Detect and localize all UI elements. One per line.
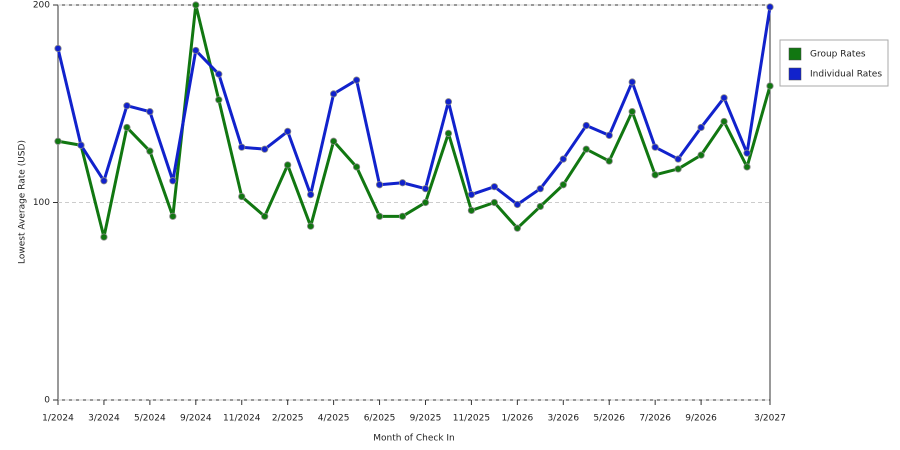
point (582, 121, 590, 130)
point (215, 70, 223, 78)
point (238, 192, 246, 201)
x-tick-label: 9/2025 (410, 414, 442, 424)
point (352, 163, 361, 171)
point (605, 131, 613, 139)
point (54, 44, 62, 53)
point (421, 198, 430, 207)
point (77, 141, 85, 149)
x-tick-label: 5/2026 (593, 414, 625, 424)
point (123, 102, 131, 110)
point (100, 177, 108, 185)
point (284, 161, 292, 169)
point (490, 183, 498, 191)
x-tick-label: 9/2024 (180, 414, 212, 424)
point (192, 46, 200, 55)
x-tick-label: 11/2025 (453, 414, 490, 424)
x-tick-label: 3/2026 (547, 414, 579, 424)
legend-label: Individual Rates (810, 70, 882, 80)
legend-swatch (788, 67, 802, 81)
y-tick-label: 200 (33, 1, 50, 11)
point (674, 155, 682, 163)
point (720, 94, 728, 102)
point (307, 191, 315, 199)
point (582, 145, 590, 153)
point (651, 171, 659, 179)
point (330, 137, 338, 145)
point (261, 145, 269, 153)
point (398, 179, 407, 187)
point (375, 212, 384, 220)
point (352, 76, 361, 84)
point (697, 151, 705, 159)
point (559, 181, 567, 189)
point (513, 224, 521, 232)
point (467, 206, 476, 214)
x-tick-label: 3/2027 (754, 414, 786, 424)
point (375, 181, 384, 189)
x-tick-label: 2/2025 (272, 414, 304, 424)
point (628, 108, 636, 116)
point (307, 222, 315, 230)
point (766, 3, 774, 11)
point (169, 177, 177, 185)
point (444, 129, 453, 137)
point (536, 202, 544, 211)
point (54, 137, 62, 145)
x-tick-label: 9/2026 (685, 414, 717, 424)
point (467, 191, 476, 199)
point (743, 149, 751, 157)
point (720, 117, 728, 126)
point (490, 198, 498, 207)
point (192, 1, 200, 9)
x-tick-label: 1/2026 (502, 414, 534, 424)
point (169, 212, 177, 220)
x-tick-label: 11/2024 (223, 414, 261, 424)
point (697, 123, 705, 132)
point (100, 233, 108, 241)
point (605, 157, 613, 165)
point (261, 212, 269, 220)
x-tick-label: 7/2026 (639, 414, 671, 424)
point (651, 143, 659, 151)
legend-label: Group Rates (810, 50, 866, 60)
point (421, 185, 430, 193)
y-tick-label: 0 (44, 396, 50, 406)
legend-swatch (788, 47, 802, 61)
y-axis-label: Lowest Average Rate (USD) (18, 140, 28, 264)
point (628, 78, 636, 86)
series-line (56, 6, 772, 206)
point (123, 123, 131, 132)
series-line (57, 3, 772, 239)
point (674, 165, 682, 173)
point (146, 108, 154, 116)
point (444, 98, 453, 106)
x-tick-label: 6/2025 (364, 414, 396, 424)
x-axis-label: Month of Check In (373, 434, 455, 444)
point (330, 90, 338, 98)
point (215, 96, 223, 104)
y-tick-label: 100 (33, 198, 50, 208)
x-tick-label: 5/2024 (134, 414, 166, 424)
point (146, 147, 154, 155)
x-tick-label: 3/2024 (88, 414, 120, 424)
point (238, 143, 246, 151)
point (766, 82, 774, 90)
point (743, 163, 751, 171)
point (284, 127, 292, 135)
x-tick-label: 1/2024 (42, 414, 74, 424)
point (513, 200, 521, 209)
point (536, 185, 544, 193)
point (559, 155, 567, 163)
point (398, 212, 407, 220)
x-tick-label: 4/2025 (318, 414, 350, 424)
